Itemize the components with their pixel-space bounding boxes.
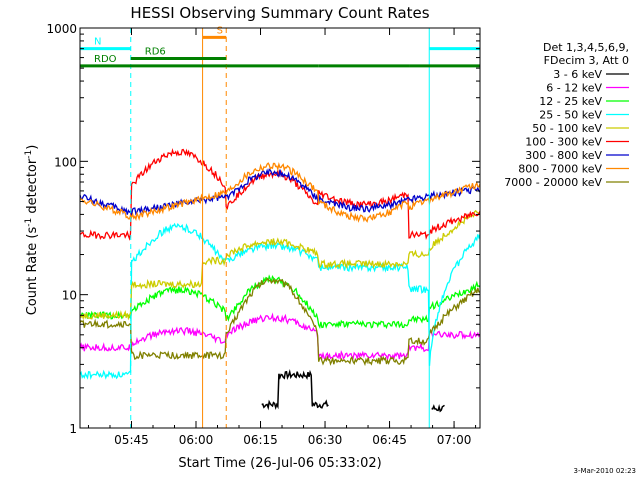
x-tick-label-5: 06:45 bbox=[372, 433, 407, 447]
series-line-8 bbox=[79, 162, 481, 223]
y-tick-label-3: 100 bbox=[54, 155, 77, 169]
series-line-9 bbox=[79, 277, 481, 367]
x-tick-label-3: 06:15 bbox=[243, 433, 278, 447]
legend-label-4: 25 - 50 keV bbox=[539, 109, 602, 122]
flag-s-label: S bbox=[217, 25, 223, 36]
x-tick-label-1: 05:45 bbox=[114, 433, 149, 447]
legend-header-2: FDecim 3, Att 0 bbox=[544, 54, 629, 67]
series-3-group bbox=[79, 274, 481, 330]
y-tick-label-2: 10 bbox=[62, 289, 77, 303]
y-axis-label-mid: detector bbox=[25, 158, 40, 218]
series-line-5 bbox=[79, 209, 481, 321]
chart-title: HESSI Observing Summary Count Rates bbox=[130, 4, 429, 22]
plot-area: N S RDO RD6 bbox=[79, 25, 481, 428]
legend-label-1: 3 - 6 keV bbox=[553, 68, 602, 81]
y-tick-label-4: 1000 bbox=[46, 22, 77, 36]
legend-label-9: 7000 - 20000 keV bbox=[504, 176, 602, 189]
x-tick-label-4: 06:30 bbox=[308, 433, 343, 447]
y-axis-label-sup1: -1 bbox=[24, 218, 34, 227]
y-axis-label-end: ) bbox=[25, 145, 40, 150]
legend: Det 1,3,4,5,6,9, FDecim 3, Att 0 3 - 6 k… bbox=[504, 41, 629, 189]
series-2-group bbox=[79, 312, 481, 362]
x-axis: 05:45 06:00 06:15 06:30 06:45 07:00 bbox=[87, 28, 477, 447]
y-axis: 1 10 100 1000 bbox=[46, 22, 480, 436]
y-axis-label: Count Rate (s-1 detector-1) bbox=[24, 145, 40, 316]
y-axis-label-main: Count Rate (s bbox=[25, 227, 40, 316]
flag-rd6-label: RD6 bbox=[145, 47, 166, 58]
series-5-group bbox=[79, 209, 481, 321]
legend-label-7: 300 - 800 keV bbox=[525, 149, 602, 162]
series-9-group bbox=[79, 277, 481, 367]
series-6-group bbox=[79, 148, 481, 241]
legend-label-2: 6 - 12 keV bbox=[546, 82, 602, 95]
legend-header-1: Det 1,3,4,5,6,9, bbox=[543, 41, 629, 54]
series-line-1 bbox=[261, 368, 445, 413]
y-tick-label-1: 1 bbox=[69, 422, 77, 436]
legend-label-8: 800 - 7000 keV bbox=[518, 163, 602, 176]
series-7-group bbox=[79, 168, 481, 218]
series-line-2 bbox=[79, 312, 481, 362]
x-axis-label: Start Time (26-Jul-06 05:33:02) bbox=[178, 456, 381, 471]
legend-label-6: 100 - 300 keV bbox=[525, 136, 602, 149]
series-line-6 bbox=[79, 148, 481, 241]
x-tick-label-6: 07:00 bbox=[437, 433, 472, 447]
legend-label-3: 12 - 25 keV bbox=[539, 95, 602, 108]
flag-n-label: N bbox=[94, 37, 101, 48]
series-8-group bbox=[79, 162, 481, 223]
series-line-7 bbox=[79, 168, 481, 218]
series-line-3 bbox=[79, 274, 481, 330]
flag-rdo-label: RDO bbox=[94, 54, 117, 65]
legend-label-5: 50 - 100 keV bbox=[532, 122, 602, 135]
series-1-group bbox=[261, 368, 445, 413]
plot-frame bbox=[79, 27, 481, 429]
footer-date: 3-Mar-2010 02:23 bbox=[574, 467, 636, 475]
y-axis-label-sup2: -1 bbox=[24, 150, 34, 159]
x-tick-label-2: 06:00 bbox=[179, 433, 214, 447]
